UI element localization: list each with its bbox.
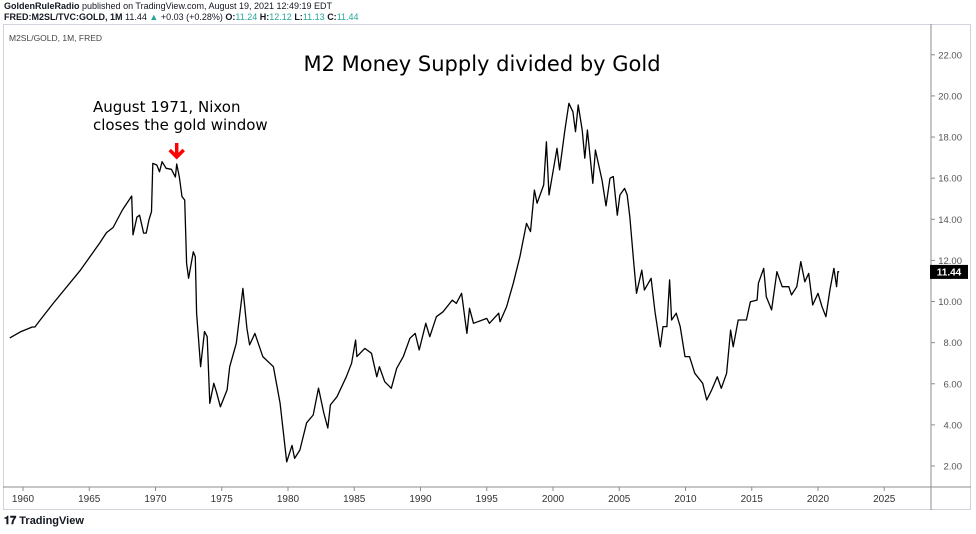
y-tick-label: 8.00 <box>944 338 963 349</box>
annotation-line-1: August 1971, Nixon <box>93 98 240 116</box>
close-label: C: <box>327 12 337 22</box>
price-axis[interactable]: 2.00 4.00 6.00 8.00 10.00 12.00 14.00 16.00 18.0… <box>931 50 963 473</box>
publisher-name[interactable]: GoldenRuleRadio <box>4 1 80 11</box>
tradingview-logo[interactable]: 𝟏𝟕 TradingView <box>4 515 84 528</box>
y-tick-label: 22.00 <box>938 50 962 61</box>
y-tick-label: 20.00 <box>938 91 962 102</box>
publish-info: GoldenRuleRadio published on TradingView… <box>4 1 332 11</box>
x-tick-label: 1985 <box>343 494 366 505</box>
series-legend: M2SL/GOLD, 1M, FRED <box>9 33 103 43</box>
symbol: FRED:M2SL/TVC:GOLD, 1M <box>4 12 123 22</box>
open-value: 11.24 <box>235 12 258 22</box>
brand-name: TradingView <box>19 515 84 527</box>
y-tick-label: 10.00 <box>938 297 962 308</box>
x-tick-label: 1980 <box>277 494 300 505</box>
y-tick-label: 4.00 <box>944 420 963 431</box>
series-line <box>9 102 840 463</box>
open-label: O: <box>225 12 236 22</box>
chart-frame <box>3 24 971 510</box>
last-price-label: 11.44 <box>930 264 968 279</box>
published-text: published on TradingView.com, August 19,… <box>82 1 333 11</box>
x-tick-label: 2015 <box>741 494 764 505</box>
x-tick-label: 2025 <box>873 494 896 505</box>
high-label: H: <box>259 12 270 22</box>
x-tick-label: 1975 <box>211 494 234 505</box>
time-axis[interactable]: 1960 1965 1970 1975 1980 1985 1990 1995 2000 2005… <box>12 487 896 505</box>
low-value: 11.13 <box>302 12 325 22</box>
high-value: 12.12 <box>269 12 292 22</box>
price-change: +0.03 (+0.28%) <box>160 12 223 22</box>
y-tick-label: 14.00 <box>938 215 962 226</box>
up-arrow-icon: ▲ <box>149 12 159 22</box>
last-price: 11.44 <box>125 12 147 22</box>
tradingview-logo-icon: 𝟏𝟕 <box>4 515 17 527</box>
y-tick-label: 18.00 <box>938 133 962 144</box>
low-label: L: <box>294 12 303 22</box>
x-tick-label: 1995 <box>476 494 499 505</box>
x-tick-label: 2005 <box>608 494 631 505</box>
y-tick-label: 16.00 <box>938 174 962 185</box>
close-value: 11.44 <box>336 12 359 22</box>
x-tick-label: 1970 <box>144 494 167 505</box>
chart-title: M2 Money Supply divided by Gold <box>303 52 660 76</box>
x-tick-label: 1990 <box>409 494 432 505</box>
symbol-info: FRED:M2SL/TVC:GOLD, 1M 11.44 ▲ +0.03 (+0… <box>4 12 359 22</box>
x-tick-label: 2020 <box>807 494 830 505</box>
x-tick-label: 1965 <box>78 494 101 505</box>
x-tick-label: 2010 <box>674 494 697 505</box>
last-price-value: 11.44 <box>937 267 962 278</box>
x-tick-label: 1960 <box>12 494 35 505</box>
x-tick-label: 2000 <box>542 494 565 505</box>
y-tick-label: 12.00 <box>938 256 962 267</box>
y-tick-label: 2.00 <box>944 462 963 473</box>
red-arrow-down-icon <box>168 143 185 160</box>
y-tick-label: 6.00 <box>944 379 963 390</box>
annotation-line-2: closes the gold window <box>93 116 268 134</box>
